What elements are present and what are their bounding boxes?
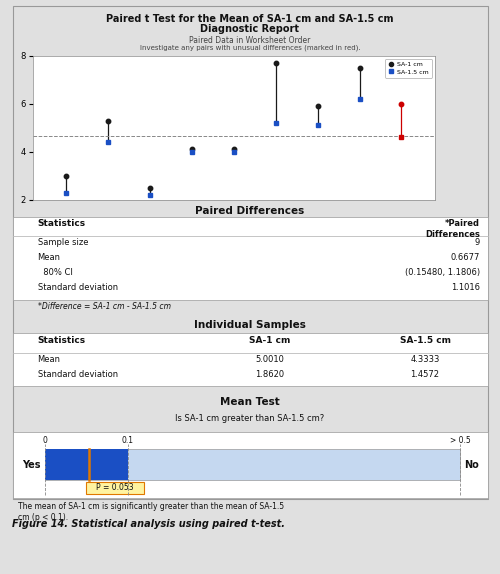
Text: Investigate any pairs with unusual differences (marked in red).: Investigate any pairs with unusual diffe… bbox=[140, 45, 360, 51]
Text: Mean Test: Mean Test bbox=[220, 397, 280, 407]
Text: Is SA-1 cm greater than SA-1.5 cm?: Is SA-1 cm greater than SA-1.5 cm? bbox=[176, 414, 324, 424]
Text: Diagnostic Report: Diagnostic Report bbox=[200, 24, 300, 33]
Text: Paired t Test for the Mean of SA-1 cm and SA-1.5 cm: Paired t Test for the Mean of SA-1 cm an… bbox=[106, 14, 394, 24]
Text: Paired Differences: Paired Differences bbox=[196, 206, 304, 216]
Text: Mean: Mean bbox=[38, 253, 60, 262]
Text: *Difference = SA-1 cm - SA-1.5 cm: *Difference = SA-1 cm - SA-1.5 cm bbox=[38, 302, 170, 312]
Text: Individual Samples: Individual Samples bbox=[194, 320, 306, 329]
Text: Paired Data in Worksheet Order: Paired Data in Worksheet Order bbox=[190, 36, 310, 45]
Text: 1.4572: 1.4572 bbox=[410, 370, 440, 379]
Text: No: No bbox=[464, 460, 478, 470]
Text: (0.15480, 1.1806): (0.15480, 1.1806) bbox=[405, 268, 480, 277]
Text: Statistics: Statistics bbox=[38, 219, 86, 228]
Text: SA-1.5 cm: SA-1.5 cm bbox=[400, 336, 450, 345]
Text: Standard deviation: Standard deviation bbox=[38, 283, 117, 292]
Text: 1.8620: 1.8620 bbox=[256, 370, 284, 379]
Text: 4.3333: 4.3333 bbox=[410, 355, 440, 364]
Text: Standard deviation: Standard deviation bbox=[38, 370, 117, 379]
Text: 0: 0 bbox=[42, 436, 48, 445]
Text: 80% CI: 80% CI bbox=[38, 268, 72, 277]
Text: Sample size: Sample size bbox=[38, 238, 88, 247]
Legend: SA-1 cm, SA-1.5 cm: SA-1 cm, SA-1.5 cm bbox=[385, 59, 432, 77]
Text: 0.6677: 0.6677 bbox=[450, 253, 480, 262]
Text: 5.0010: 5.0010 bbox=[256, 355, 284, 364]
Text: 9: 9 bbox=[475, 238, 480, 247]
Text: 0.1: 0.1 bbox=[122, 436, 134, 445]
Text: The mean of SA-1 cm is significantly greater than the mean of SA-1.5
cm (p < 0.1: The mean of SA-1 cm is significantly gre… bbox=[18, 502, 283, 522]
Text: Yes: Yes bbox=[22, 460, 41, 470]
Text: P = 0.053: P = 0.053 bbox=[96, 483, 134, 492]
Text: Statistics: Statistics bbox=[38, 336, 86, 345]
Text: SA-1 cm: SA-1 cm bbox=[250, 336, 290, 345]
Text: Mean: Mean bbox=[38, 355, 60, 364]
Text: *Paired
Differences: *Paired Differences bbox=[425, 219, 480, 239]
Text: > 0.5: > 0.5 bbox=[450, 436, 470, 445]
Text: 1.1016: 1.1016 bbox=[451, 283, 480, 292]
Text: Figure 14. Statistical analysis using paired t-test.: Figure 14. Statistical analysis using pa… bbox=[12, 519, 285, 529]
